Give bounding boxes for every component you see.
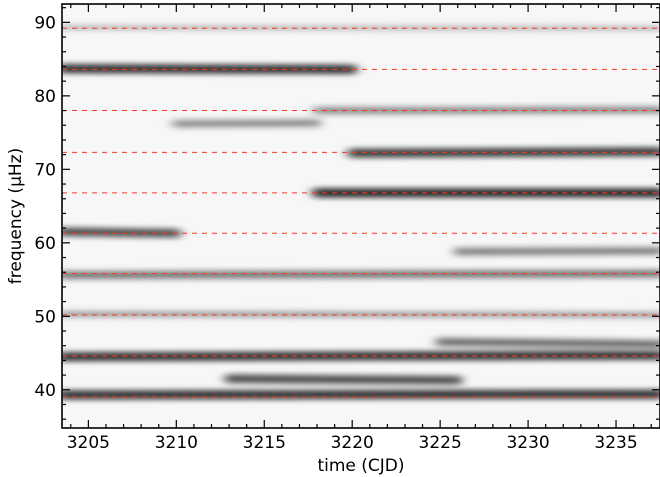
x-axis: 3205 3210 3215 3220 3225 3230 3235 [67,4,652,453]
x-tick-label: 3235 [594,433,637,453]
y-tick-label: 60 [34,234,56,254]
x-axis-label: time (CJD) [317,456,404,476]
y-tick-label: 80 [34,87,56,107]
ridge-13 [62,25,660,31]
x-tick-label: 3230 [506,433,549,453]
y-tick-label: 90 [34,13,56,33]
x-tick-label: 3225 [419,433,462,453]
ridge-3 [437,339,660,347]
ridge-4 [62,311,660,318]
ridge-10 [173,120,320,127]
ridge-2 [62,352,660,360]
ridge-5 [62,271,660,278]
ridge-6 [455,248,660,255]
y-tick-label: 40 [34,381,56,401]
y-axis: 40 50 60 70 80 90 [34,7,660,420]
x-tick-label: 3205 [67,433,110,453]
ridge-7 [62,229,179,236]
x-tick-label: 3210 [155,433,198,453]
ridge-0 [62,391,660,398]
y-axis-label: frequency (μHz) [6,148,26,284]
x-tick-label: 3215 [243,433,286,453]
power-ridges [62,21,660,401]
plot-frame [61,3,660,429]
ridge-1 [226,376,461,383]
ridge-11 [314,107,660,114]
y-tick-label: 70 [34,160,56,180]
y-tick-label: 50 [34,307,56,327]
x-tick-label: 3220 [331,433,374,453]
